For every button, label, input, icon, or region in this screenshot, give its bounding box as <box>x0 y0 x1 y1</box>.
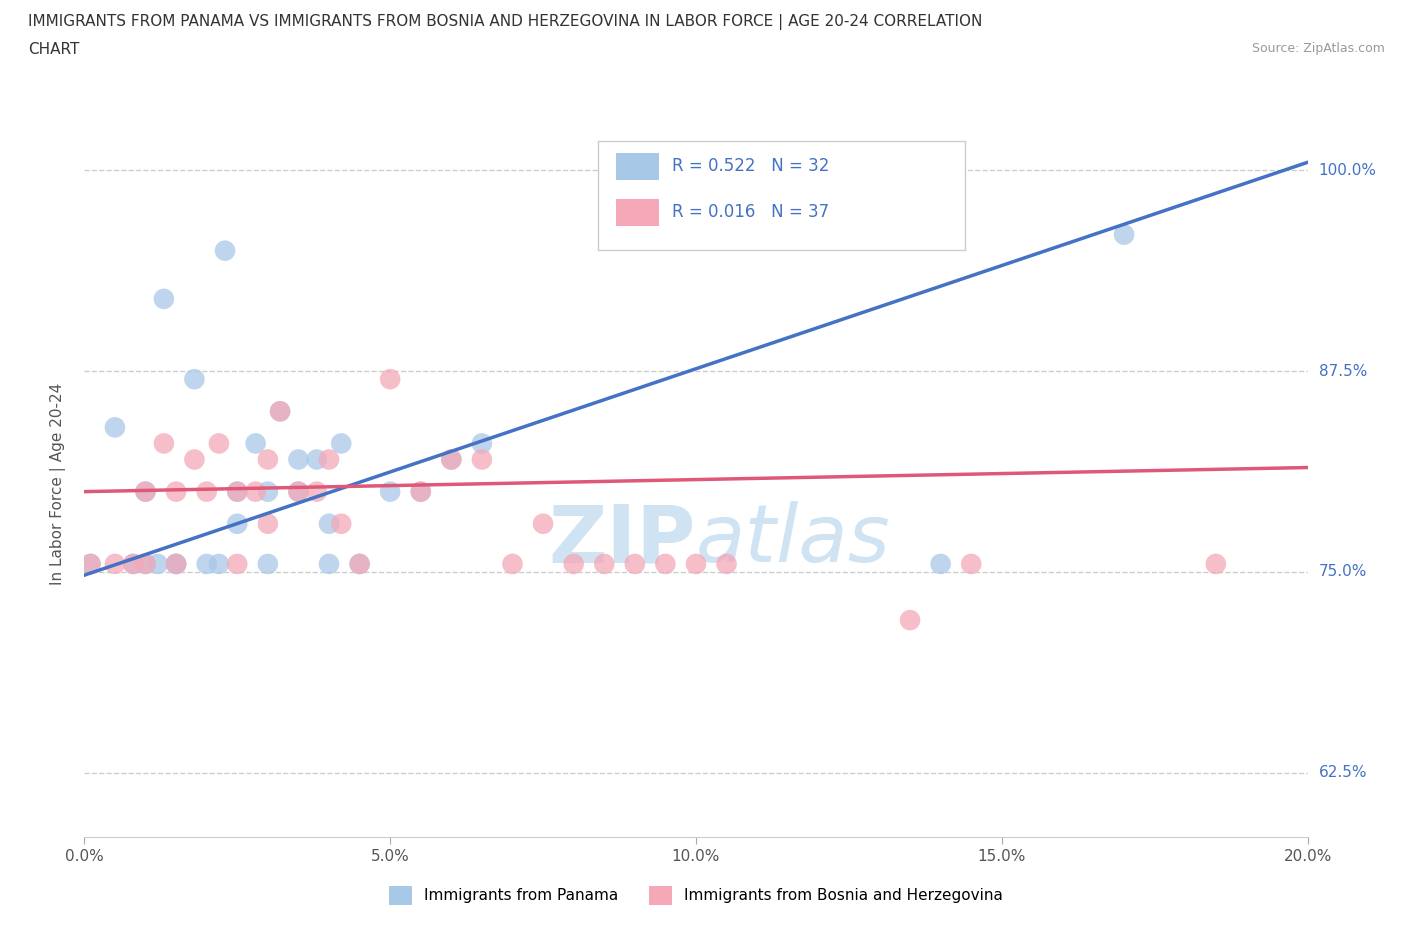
Point <box>257 452 280 467</box>
Point <box>330 516 353 531</box>
Point <box>593 556 616 571</box>
Text: IMMIGRANTS FROM PANAMA VS IMMIGRANTS FROM BOSNIA AND HERZEGOVINA IN LABOR FORCE : IMMIGRANTS FROM PANAMA VS IMMIGRANTS FRO… <box>28 14 983 30</box>
Point <box>135 485 157 499</box>
Point <box>318 516 340 531</box>
Text: 62.5%: 62.5% <box>1319 765 1367 780</box>
Point <box>257 556 280 571</box>
Point <box>929 556 952 571</box>
Point <box>380 485 402 499</box>
Point <box>226 485 249 499</box>
Point <box>183 372 205 387</box>
Point <box>226 556 249 571</box>
Point <box>245 485 267 499</box>
Point <box>305 452 328 467</box>
Point <box>716 556 738 571</box>
Point <box>165 556 187 571</box>
Point <box>287 485 309 499</box>
Text: 100.0%: 100.0% <box>1319 163 1376 178</box>
Text: 75.0%: 75.0% <box>1319 565 1367 579</box>
Point <box>122 556 145 571</box>
Point <box>960 556 983 571</box>
Point <box>195 485 218 499</box>
Point <box>1114 227 1136 242</box>
Text: R = 0.522   N = 32: R = 0.522 N = 32 <box>672 157 830 175</box>
Point <box>214 244 236 259</box>
FancyBboxPatch shape <box>616 153 659 179</box>
Point <box>471 452 494 467</box>
Point <box>195 556 218 571</box>
Legend: Immigrants from Panama, Immigrants from Bosnia and Herzegovina: Immigrants from Panama, Immigrants from … <box>382 880 1010 910</box>
Point <box>245 436 267 451</box>
Text: R = 0.016   N = 37: R = 0.016 N = 37 <box>672 203 828 221</box>
Point <box>269 404 291 418</box>
Point <box>624 556 647 571</box>
Point <box>654 556 676 571</box>
Point <box>135 556 157 571</box>
Point <box>502 556 524 571</box>
Point <box>226 516 249 531</box>
Point <box>330 436 353 451</box>
Point <box>257 516 280 531</box>
Point <box>318 452 340 467</box>
Point <box>208 436 231 451</box>
Point <box>305 485 328 499</box>
Point <box>226 485 249 499</box>
Text: 87.5%: 87.5% <box>1319 364 1367 379</box>
Point <box>349 556 371 571</box>
Point <box>208 556 231 571</box>
Point <box>287 485 309 499</box>
Point <box>471 436 494 451</box>
FancyBboxPatch shape <box>616 199 659 226</box>
Point <box>349 556 371 571</box>
Point <box>146 556 169 571</box>
Point <box>380 372 402 387</box>
Point <box>104 420 127 435</box>
Point <box>135 485 157 499</box>
Text: atlas: atlas <box>696 501 891 579</box>
Point <box>269 404 291 418</box>
Point <box>153 291 176 306</box>
Point <box>1205 556 1227 571</box>
Y-axis label: In Labor Force | Age 20-24: In Labor Force | Age 20-24 <box>49 382 66 585</box>
Point <box>104 556 127 571</box>
Text: ZIP: ZIP <box>548 501 696 579</box>
Point <box>440 452 463 467</box>
Point <box>183 452 205 467</box>
Text: Source: ZipAtlas.com: Source: ZipAtlas.com <box>1251 42 1385 55</box>
Point <box>685 556 707 571</box>
Point <box>165 556 187 571</box>
Point <box>562 556 585 571</box>
Point <box>287 452 309 467</box>
Point <box>165 556 187 571</box>
Point <box>153 436 176 451</box>
Point <box>409 485 432 499</box>
FancyBboxPatch shape <box>598 140 965 250</box>
Point <box>165 485 187 499</box>
Point <box>257 485 280 499</box>
Point <box>135 556 157 571</box>
Point <box>409 485 432 499</box>
Point <box>122 556 145 571</box>
Point <box>79 556 101 571</box>
Point <box>79 556 101 571</box>
Point <box>531 516 554 531</box>
Point <box>318 556 340 571</box>
Point <box>440 452 463 467</box>
Point <box>898 613 921 628</box>
Text: CHART: CHART <box>28 42 80 57</box>
